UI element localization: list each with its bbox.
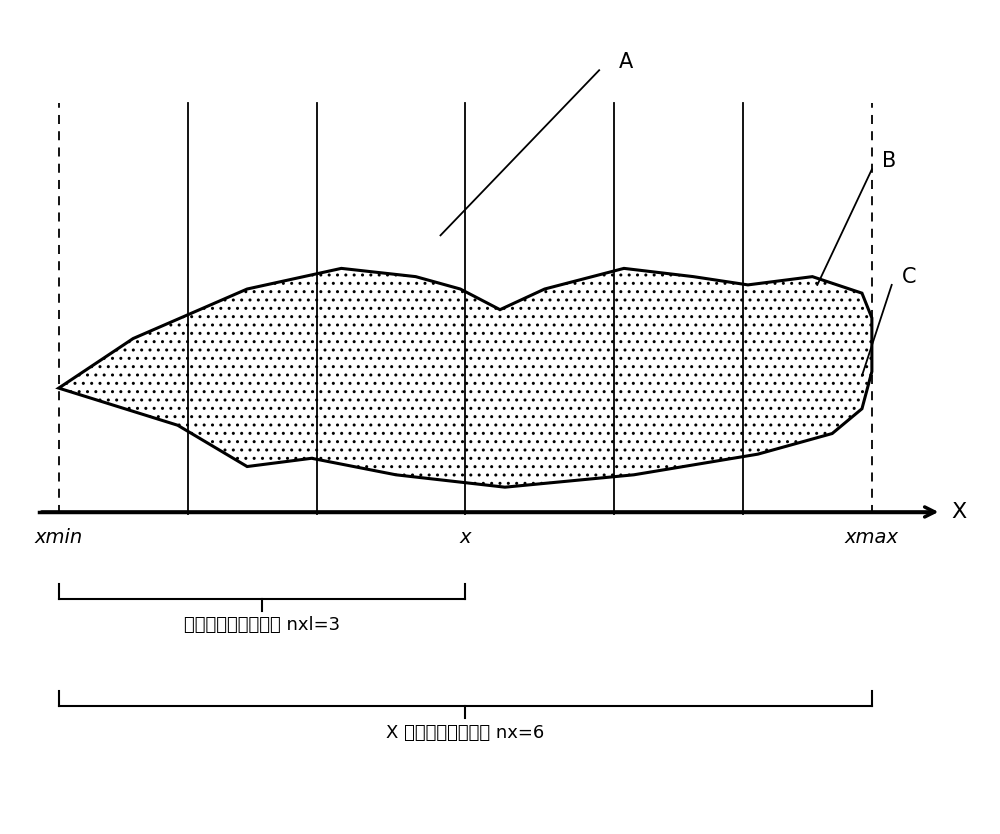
- Text: xmax: xmax: [845, 529, 899, 547]
- Text: X: X: [951, 502, 966, 522]
- Text: B: B: [882, 151, 896, 171]
- Text: X 轴方向分区总数目 nx=6: X 轴方向分区总数目 nx=6: [386, 724, 544, 741]
- Text: xmin: xmin: [35, 529, 83, 547]
- Polygon shape: [59, 269, 872, 487]
- Text: A: A: [619, 52, 633, 72]
- Text: x: x: [460, 529, 471, 547]
- Text: C: C: [902, 267, 916, 287]
- Text: 切割面左侧分区数目 nxl=3: 切割面左侧分区数目 nxl=3: [184, 616, 340, 635]
